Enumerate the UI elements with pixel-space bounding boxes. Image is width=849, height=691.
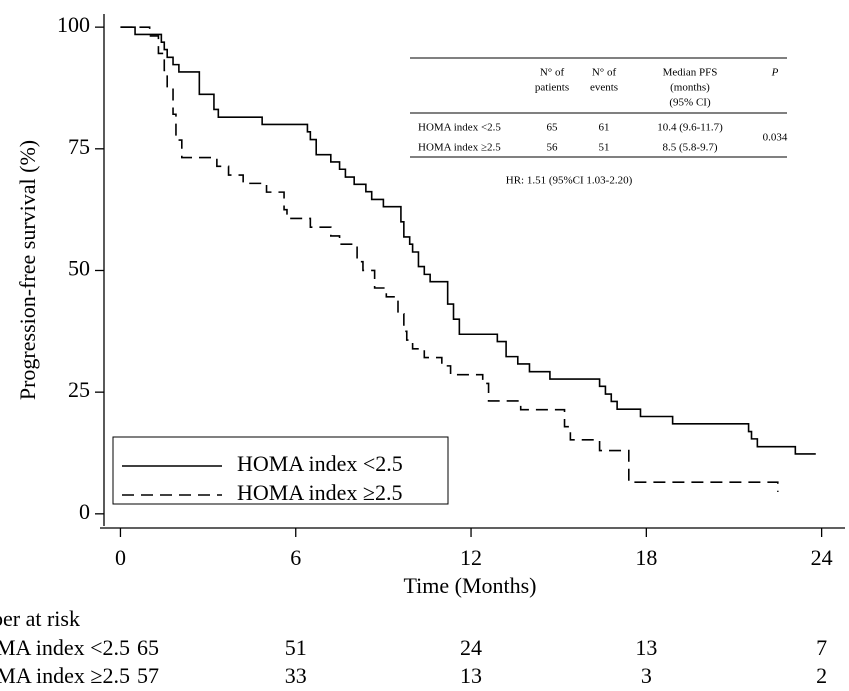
table-header: (95% CI)	[669, 97, 711, 109]
risk-value: 65	[137, 635, 159, 660]
x-tick-label: 24	[811, 545, 833, 570]
table-header: Median PFS	[663, 67, 718, 79]
table-cell: 51	[599, 142, 610, 154]
risk-value: 13	[635, 635, 657, 660]
x-tick-label: 12	[460, 545, 482, 570]
table-header: P	[771, 67, 779, 79]
risk-value: 13	[460, 663, 482, 688]
y-axis-label: Progression-free survival (%)	[15, 140, 40, 400]
y-tick-label: 100	[57, 12, 90, 37]
x-tick-label: 18	[635, 545, 657, 570]
table-cell: 65	[547, 122, 559, 134]
risk-value: 3	[641, 663, 652, 688]
table-header: events	[590, 82, 618, 94]
table-footnote: HR: 1.51 (95%CI 1.03-2.20)	[506, 175, 633, 187]
y-tick-label: 25	[68, 377, 90, 402]
table-header: patients	[535, 82, 569, 94]
table-header: N° of	[540, 67, 565, 79]
table-p-value: 0.034	[763, 132, 788, 144]
table-cell: 10.4 (9.6-11.7)	[657, 122, 723, 134]
x-axis-label: Time (Months)	[403, 573, 536, 598]
risk-title: Number at risk	[0, 606, 80, 631]
risk-value: 7	[816, 635, 827, 660]
legend-label: HOMA index ≥2.5	[237, 480, 402, 505]
y-tick-label: 0	[79, 499, 90, 524]
survival-curve	[120, 26, 816, 455]
risk-label: HOMA index <2.5	[0, 635, 130, 660]
table-cell: 61	[599, 122, 610, 134]
table-cell: 56	[547, 142, 559, 154]
legend-label: HOMA index <2.5	[237, 451, 403, 476]
y-tick-label: 50	[68, 256, 90, 281]
table-header: (months)	[670, 82, 710, 94]
survival-curve	[120, 26, 779, 492]
table-header: N° of	[592, 67, 617, 79]
table-cell: HOMA index <2.5	[418, 122, 501, 134]
table-cell: HOMA index ≥2.5	[418, 142, 501, 154]
risk-value: 33	[285, 663, 307, 688]
risk-value: 57	[137, 663, 159, 688]
y-tick-label: 75	[68, 134, 90, 159]
table-cell: 8.5 (5.8-9.7)	[663, 142, 718, 154]
risk-value: 24	[460, 635, 482, 660]
risk-value: 51	[285, 635, 307, 660]
x-tick-label: 0	[115, 545, 126, 570]
x-tick-label: 6	[290, 545, 301, 570]
risk-value: 2	[816, 663, 827, 688]
legend-box	[112, 436, 449, 505]
risk-label: HOMA index ≥2.5	[0, 663, 130, 688]
